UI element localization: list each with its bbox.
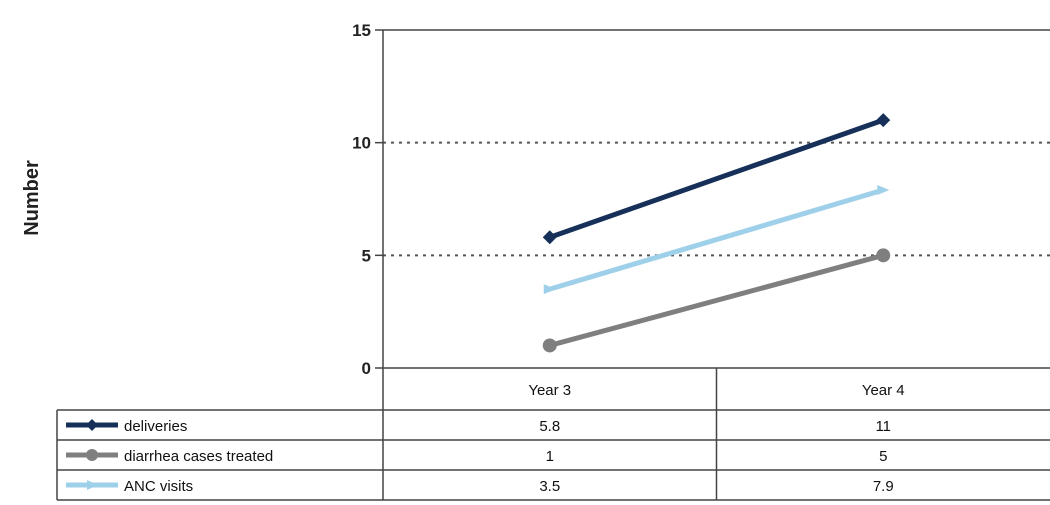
data-point xyxy=(542,338,557,353)
legend-marker xyxy=(87,480,98,490)
y-axis-title: Number xyxy=(21,160,43,236)
series-deliveries xyxy=(542,113,891,245)
legend-entry: deliveries xyxy=(66,418,187,435)
data-point xyxy=(876,248,891,263)
series-diarrhea-cases-treated xyxy=(542,248,891,353)
plot-area xyxy=(382,29,1050,369)
y-tick-label: 5 xyxy=(362,246,371,265)
data-label: 1 xyxy=(546,448,554,465)
y-axis-ticks: 0 5 10 15 xyxy=(352,21,383,378)
legend-label: diarrhea cases treated xyxy=(124,448,273,465)
data-table: Year 3 Year 4 deliveries 5.8 11 diarrhea case… xyxy=(56,368,1050,501)
series-line xyxy=(547,187,886,292)
y-tick-label: 10 xyxy=(352,134,371,153)
series-line xyxy=(547,117,886,240)
data-label: 5 xyxy=(879,448,887,465)
data-label: 7.9 xyxy=(873,478,894,495)
legend-label: deliveries xyxy=(124,418,187,435)
data-point xyxy=(543,284,556,295)
category-label: Year 3 xyxy=(528,382,571,399)
series-ANC-visits xyxy=(543,184,890,295)
y-tick-label: 15 xyxy=(352,21,371,40)
data-point xyxy=(876,113,891,128)
legend-entry: ANC visits xyxy=(66,478,193,495)
legend-label: ANC visits xyxy=(124,478,193,495)
data-label: 3.5 xyxy=(539,478,560,495)
data-label: 11 xyxy=(875,418,891,435)
series-line xyxy=(547,252,886,348)
y-axis-label: Number xyxy=(21,160,43,236)
y-tick-label: 0 xyxy=(362,359,371,378)
data-point xyxy=(542,230,557,245)
legend-marker xyxy=(86,419,98,431)
legend-marker xyxy=(86,449,98,461)
legend-entry: diarrhea cases treated xyxy=(66,448,273,465)
data-point xyxy=(877,184,890,195)
data-label: 5.8 xyxy=(539,418,560,435)
category-label: Year 4 xyxy=(862,382,905,399)
series-lines xyxy=(542,113,891,353)
